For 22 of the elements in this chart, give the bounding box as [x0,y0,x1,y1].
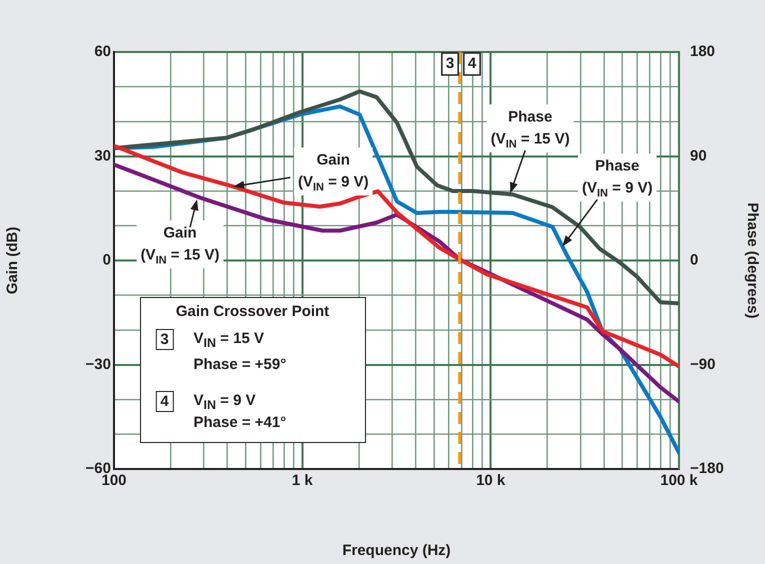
y-tick-label: −30 [86,356,111,373]
y2-tick-label: −90 [690,356,716,373]
y2-tick-label: 0 [690,252,698,269]
y2-tick-label: 90 [690,147,707,164]
y-tick-label: 0 [102,252,111,269]
y2-tick-label: 180 [690,43,716,60]
annotation: Phase = +41° [194,412,286,432]
y-tick-label: 60 [94,43,111,60]
annotation: 3 [155,328,174,350]
annotation: 4 [468,55,477,72]
y-axis-title: Gain (dB) [4,226,22,294]
x-tick-label: 10 k [476,472,506,490]
annotation: V$_{IN}$ = 15 V [194,328,264,352]
y2-axis-title: Phase (degrees) [744,202,761,318]
annotation: Phase = +59° [194,354,286,374]
annotation: 4 [155,390,174,412]
annotation: 3 [446,55,454,72]
annotation: Gain Crossover Point [176,302,330,322]
y-tick-label: 30 [94,147,111,164]
x-tick-label: 1 k [292,472,314,490]
x-axis-title: Frequency (Hz) [342,542,451,560]
annotation: V$_{IN}$ = 9 V [194,390,256,414]
